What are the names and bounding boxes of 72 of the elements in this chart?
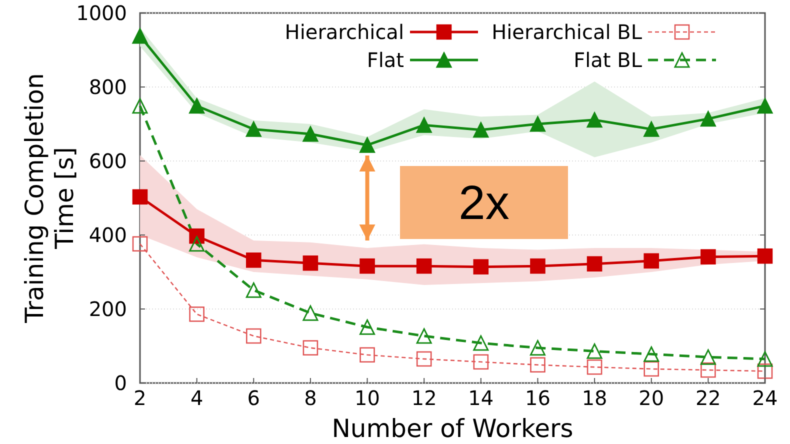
point: [360, 347, 375, 363]
y-axis-title: Training Completion Time [s]: [20, 73, 79, 324]
point: [757, 98, 773, 114]
point: [757, 364, 773, 379]
point: [530, 258, 546, 274]
x-tick-label: 6: [247, 386, 260, 410]
y-tick-label: 600: [88, 149, 127, 173]
x-tick-label: 12: [411, 386, 437, 410]
point: [246, 252, 262, 268]
y-tick-label: 0: [114, 371, 127, 395]
x-tick-label: 20: [638, 386, 664, 410]
point: [360, 258, 375, 274]
point: [586, 112, 602, 128]
point: [246, 121, 262, 137]
x-tick-label: 4: [190, 386, 204, 410]
point: [302, 126, 318, 142]
point: [302, 255, 318, 271]
point: [132, 28, 148, 44]
point: [473, 335, 489, 351]
point: [700, 249, 716, 264]
point: [700, 362, 716, 378]
point: [530, 357, 546, 373]
point: [644, 253, 660, 269]
point: [246, 328, 262, 344]
point: [644, 346, 660, 362]
point: [644, 121, 660, 137]
point: [644, 361, 660, 377]
point: [757, 248, 773, 264]
point: [416, 328, 432, 344]
point: [302, 340, 318, 356]
point: [132, 236, 148, 252]
legend-label: Hierarchical: [284, 20, 404, 44]
point: [189, 236, 205, 252]
point: [473, 122, 489, 138]
point: [246, 282, 262, 298]
point: [586, 343, 602, 359]
legend-label: Flat BL: [574, 48, 643, 72]
point: [586, 359, 602, 375]
y-tick-label: 1000: [76, 1, 127, 25]
x-tick-label: 18: [582, 386, 608, 410]
x-tick-label: 2: [134, 386, 146, 410]
point: [360, 319, 376, 335]
legend-label: Hierarchical BL: [492, 20, 643, 44]
point: [189, 306, 204, 322]
point: [132, 189, 148, 205]
point: [586, 256, 602, 272]
point: [360, 137, 376, 153]
point: [189, 98, 205, 114]
x-axis-title: Number of Workers: [332, 414, 574, 443]
point: [530, 340, 546, 356]
point: [132, 98, 148, 114]
x-tick-label: 22: [695, 386, 721, 410]
annotation: 2x: [458, 176, 510, 230]
x-tick-label: 24: [752, 386, 778, 410]
point: [473, 259, 489, 274]
y-tick-label: 400: [88, 223, 127, 247]
point: [473, 354, 489, 370]
x-tick-label: 14: [468, 386, 494, 410]
point: [530, 116, 546, 132]
point: [416, 258, 432, 274]
y-tick-label: 800: [88, 75, 127, 99]
x-tick-label: 10: [354, 386, 380, 410]
point: [757, 351, 773, 367]
point: [700, 111, 716, 127]
y-tick-label: 200: [88, 297, 127, 321]
point: [416, 117, 432, 133]
x-tick-label: 16: [525, 386, 550, 410]
point: [302, 305, 318, 321]
point: [416, 351, 432, 367]
x-tick-label: 8: [304, 386, 317, 410]
point: [700, 349, 716, 365]
legend-label: Flat: [366, 48, 404, 72]
